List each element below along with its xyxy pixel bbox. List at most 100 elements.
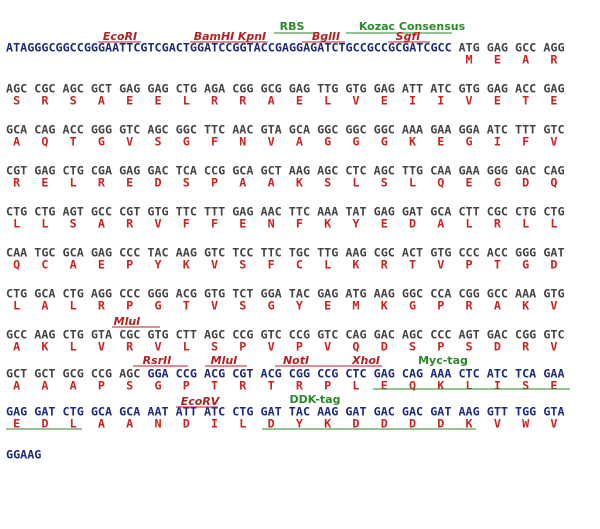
codon: GAT bbox=[543, 246, 564, 260]
annotation-label: MluI bbox=[114, 315, 141, 328]
amino-acid: S bbox=[522, 379, 529, 393]
amino-acid: E bbox=[466, 176, 473, 190]
codon: GTC bbox=[204, 246, 225, 260]
codon: GCT bbox=[6, 367, 27, 381]
codon: GAG bbox=[543, 82, 564, 96]
codon: GAT bbox=[261, 405, 282, 419]
amino-acid: L bbox=[352, 379, 359, 393]
annotation-label: BamHI bbox=[194, 30, 235, 43]
amino-acid: A bbox=[98, 217, 105, 231]
codon: CCC bbox=[119, 246, 140, 260]
codon: AAG bbox=[345, 246, 366, 260]
codon: TAC bbox=[289, 405, 310, 419]
codon: GTC bbox=[543, 123, 564, 137]
amino-acid: R bbox=[98, 299, 106, 313]
codon: CGT bbox=[6, 164, 27, 178]
amino-acid: D bbox=[381, 417, 388, 431]
codon: GAG bbox=[289, 82, 310, 96]
amino-acid: E bbox=[13, 417, 20, 431]
amino-acid: Y bbox=[296, 417, 304, 431]
codon: GAA bbox=[430, 123, 451, 137]
codon: AGG bbox=[543, 41, 564, 55]
amino-acid: R bbox=[41, 94, 49, 108]
amino-acid: G bbox=[154, 299, 161, 313]
amino-acid: S bbox=[381, 176, 388, 190]
codon: GTC bbox=[317, 328, 338, 342]
amino-acid: L bbox=[70, 299, 77, 313]
amino-acid: D bbox=[494, 340, 501, 354]
annotation-label: EcoRI bbox=[103, 30, 137, 43]
codon: GCC bbox=[91, 205, 112, 219]
codon: GGG bbox=[515, 246, 536, 260]
amino-acid: A bbox=[296, 135, 303, 149]
codon: AAA bbox=[430, 367, 451, 381]
codon: AGC bbox=[63, 82, 84, 96]
codon: ATC bbox=[430, 82, 451, 96]
amino-acid: V bbox=[466, 94, 473, 108]
codon: GAC bbox=[374, 405, 395, 419]
amino-acid: E bbox=[381, 217, 388, 231]
codon: GAG bbox=[6, 405, 27, 419]
amino-acid: A bbox=[522, 53, 529, 67]
amino-acid: L bbox=[41, 217, 48, 231]
codon: ACC bbox=[515, 82, 536, 96]
amino-acid: F bbox=[522, 135, 529, 149]
amino-acid: L bbox=[466, 379, 473, 393]
codon: GCA bbox=[430, 205, 451, 219]
codon: CTC bbox=[458, 367, 479, 381]
amino-acid: A bbox=[437, 217, 444, 231]
amino-acid: V bbox=[268, 135, 275, 149]
codon: GCC bbox=[515, 41, 536, 55]
amino-acid: E bbox=[550, 94, 557, 108]
amino-acid: A bbox=[268, 94, 275, 108]
amino-acid: E bbox=[494, 53, 501, 67]
codon: GTG bbox=[147, 205, 168, 219]
amino-acid: P bbox=[183, 379, 190, 393]
amino-acid: K bbox=[41, 340, 49, 354]
amino-acid: N bbox=[154, 417, 161, 431]
codon: GGC bbox=[317, 123, 338, 137]
amino-acid: S bbox=[239, 299, 246, 313]
amino-acid: R bbox=[98, 176, 106, 190]
amino-acid: I bbox=[494, 379, 501, 393]
codon: GCT bbox=[91, 82, 112, 96]
codon: TTC bbox=[261, 246, 282, 260]
codon: GCG bbox=[63, 367, 84, 381]
amino-acid: T bbox=[409, 258, 416, 272]
codon: GAG bbox=[34, 164, 55, 178]
codon: GAG bbox=[232, 205, 253, 219]
codon: AAG bbox=[289, 164, 310, 178]
codon: GGG bbox=[147, 287, 168, 301]
codon: CTG bbox=[63, 328, 84, 342]
amino-acid: S bbox=[409, 340, 416, 354]
codon: TTG bbox=[402, 164, 423, 178]
codon: AGA bbox=[204, 82, 225, 96]
codon: GAA bbox=[458, 164, 479, 178]
amino-acid: D bbox=[550, 258, 557, 272]
codon: GTG bbox=[204, 287, 225, 301]
amino-acid: K bbox=[324, 417, 332, 431]
annotation-label: Myc-tag bbox=[418, 354, 468, 367]
amino-acid: D bbox=[409, 217, 416, 231]
amino-acid: G bbox=[494, 176, 501, 190]
amino-acid: P bbox=[239, 340, 246, 354]
codon: TCA bbox=[176, 164, 197, 178]
codon: CTG bbox=[176, 82, 197, 96]
annotation-label: KpnI bbox=[238, 30, 266, 43]
codon: GGA bbox=[147, 367, 168, 381]
codon: GTG bbox=[543, 287, 564, 301]
amino-acid: T bbox=[211, 379, 218, 393]
amino-acid: F bbox=[183, 217, 190, 231]
amino-acid: S bbox=[126, 379, 133, 393]
amino-acid: Q bbox=[352, 340, 359, 354]
codon: ACG bbox=[261, 367, 282, 381]
annotation-label: Kozac Consensus bbox=[359, 20, 466, 33]
amino-acid: S bbox=[239, 258, 246, 272]
amino-acid: E bbox=[126, 94, 133, 108]
codon: AGC bbox=[119, 367, 140, 381]
codon: GGC bbox=[345, 123, 366, 137]
annotation-label: XhoI bbox=[351, 354, 380, 367]
amino-acid: P bbox=[98, 379, 105, 393]
amino-acid: R bbox=[126, 340, 134, 354]
amino-acid: R bbox=[494, 217, 502, 231]
